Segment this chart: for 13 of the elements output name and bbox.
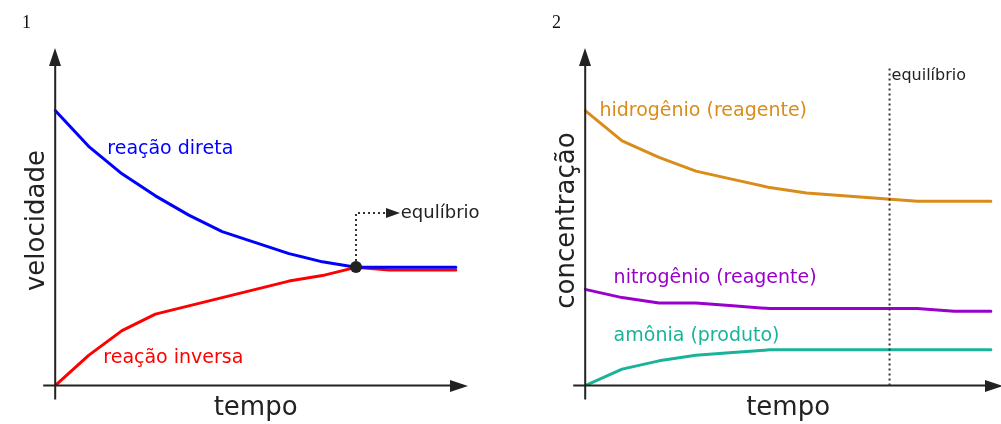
series-label: reação direta [107, 136, 234, 159]
text: equilíbrio [891, 64, 966, 84]
series-label: nitrogênio (reagente) [613, 265, 817, 288]
y-axis-title: velocidade [20, 150, 51, 292]
annotation: equlíbrio [400, 201, 480, 223]
chart-title: 1 [22, 11, 31, 32]
series-label: reação inversa [103, 345, 244, 368]
x-axis-title: tempo [213, 391, 298, 422]
series-label: amônia (produto) [613, 323, 780, 346]
chart-title: 2 [552, 11, 561, 32]
y-axis-title: concentração [550, 132, 581, 309]
series-label: hidrogênio (reagente) [599, 97, 808, 120]
x-axis-title: tempo [746, 391, 831, 422]
